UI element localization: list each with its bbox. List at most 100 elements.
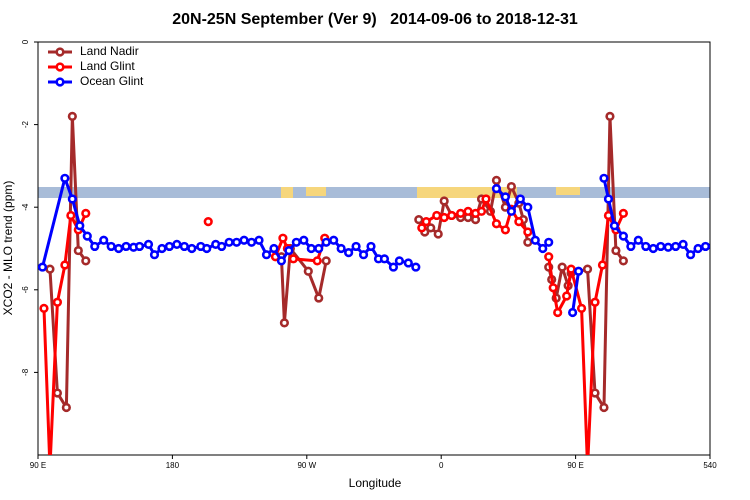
y-tick-label: -2 xyxy=(21,120,30,128)
data-point xyxy=(506,181,516,192)
y-tick-label: 0 xyxy=(21,39,30,44)
data-point xyxy=(312,256,322,266)
data-point xyxy=(203,217,213,227)
data-point xyxy=(232,237,242,247)
data-point xyxy=(463,206,473,216)
data-point xyxy=(261,250,272,260)
data-point xyxy=(648,243,658,254)
data-point xyxy=(530,235,540,245)
data-point xyxy=(553,307,563,318)
data-point xyxy=(544,237,554,247)
data-point xyxy=(456,208,466,218)
legend-label: Land Glint xyxy=(80,59,135,73)
data-point xyxy=(611,245,621,256)
x-tick-label: 180 xyxy=(166,461,180,470)
x-axis-label: Longitude xyxy=(349,476,402,490)
data-point xyxy=(82,231,92,241)
data-point xyxy=(202,243,212,254)
data-point xyxy=(157,243,167,254)
data-point xyxy=(433,229,443,239)
y-tick-label: -8 xyxy=(21,368,30,376)
data-point xyxy=(134,241,145,252)
data-point xyxy=(432,210,442,221)
data-point xyxy=(60,260,70,270)
data-point xyxy=(618,231,628,241)
data-point xyxy=(403,258,413,268)
data-point xyxy=(491,184,502,194)
chart-title: 20N-25N September (Ver 9) 2014-09-06 to … xyxy=(172,11,578,28)
data-point xyxy=(81,208,91,218)
data-point xyxy=(562,291,572,301)
data-point xyxy=(421,217,431,227)
data-point xyxy=(321,256,331,266)
data-point xyxy=(67,111,77,121)
data-point xyxy=(379,254,390,264)
data-point xyxy=(143,239,154,249)
series-line xyxy=(48,114,625,410)
data-point xyxy=(149,250,160,260)
data-point xyxy=(582,264,593,274)
data-point xyxy=(491,175,502,185)
data-point xyxy=(321,237,331,247)
data-point xyxy=(693,243,703,254)
data-point xyxy=(99,235,109,245)
y-tick-label: -6 xyxy=(21,286,30,294)
data-point xyxy=(358,250,369,260)
data-point xyxy=(284,245,294,256)
data-point xyxy=(52,297,63,307)
data-point xyxy=(700,241,710,252)
data-point xyxy=(351,241,361,252)
data-point xyxy=(224,237,234,247)
data-point xyxy=(106,241,116,252)
y-axis-label: XCO2 - MLO trend (ppm) xyxy=(1,181,15,316)
data-point xyxy=(394,256,404,266)
data-point xyxy=(187,243,197,254)
data-point xyxy=(246,237,257,247)
data-point xyxy=(548,283,558,293)
x-tick-label: 540 xyxy=(703,461,717,470)
legend-marker xyxy=(55,62,65,72)
data-point xyxy=(329,235,339,245)
data-point xyxy=(500,225,511,235)
x-tick-label: 0 xyxy=(439,461,444,470)
data-point xyxy=(584,464,591,471)
data-point xyxy=(605,111,615,121)
data-point xyxy=(568,307,578,318)
data-point xyxy=(121,241,131,252)
data-point xyxy=(276,256,287,266)
data-point xyxy=(685,250,696,260)
data-point xyxy=(603,194,614,204)
data-point xyxy=(500,192,511,202)
plot-area xyxy=(38,111,710,471)
data-point xyxy=(314,293,324,303)
data-point xyxy=(66,210,76,221)
data-point xyxy=(618,256,628,266)
data-point xyxy=(39,303,49,313)
data-point xyxy=(618,208,628,218)
data-point xyxy=(523,227,533,237)
data-point xyxy=(678,239,688,249)
data-point xyxy=(164,241,175,252)
legend-marker xyxy=(55,77,65,87)
data-point xyxy=(75,221,85,231)
legend-label: Ocean Glint xyxy=(80,74,144,88)
data-point xyxy=(544,252,554,262)
data-point xyxy=(609,221,620,231)
data-point xyxy=(67,194,77,204)
data-point xyxy=(656,241,666,252)
data-point xyxy=(573,266,584,276)
x-tick-label: 90 E xyxy=(567,461,583,470)
data-point xyxy=(288,254,298,264)
data-point xyxy=(114,243,124,254)
data-point xyxy=(641,241,651,252)
data-point xyxy=(299,235,309,245)
data-point xyxy=(303,266,313,276)
data-point xyxy=(291,237,301,247)
data-point xyxy=(626,241,636,252)
data-point xyxy=(306,243,316,254)
data-point xyxy=(254,235,264,245)
data-point xyxy=(344,248,354,258)
data-point xyxy=(599,402,609,413)
x-tick-label: 90 E xyxy=(30,461,46,470)
data-point xyxy=(506,206,516,216)
